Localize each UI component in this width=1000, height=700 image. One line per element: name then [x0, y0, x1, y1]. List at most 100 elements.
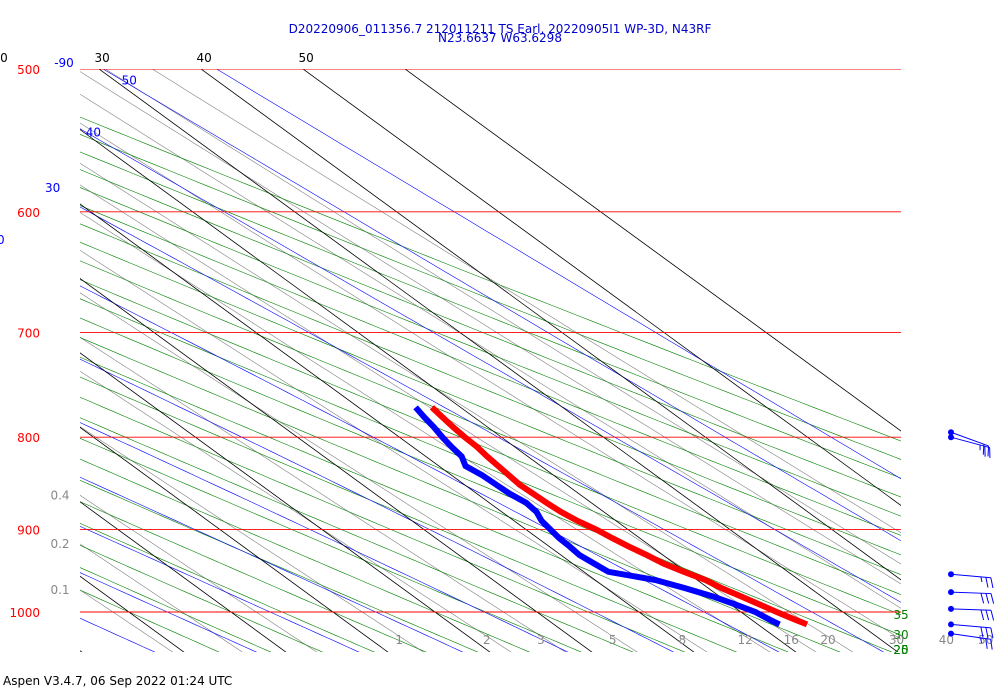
wet-bulb-label: -90: [54, 56, 74, 70]
wind-barb: [948, 429, 990, 457]
pressure-tick-label: 700: [17, 327, 40, 341]
moist-adiabat-line: [80, 525, 360, 652]
moist-adiabat-line: [80, 285, 780, 652]
wind-barbs: [948, 429, 995, 650]
dewpoint-profile: [413, 405, 781, 628]
mixing-ratio-label: 16: [784, 633, 799, 647]
isotherm-line: [80, 203, 695, 652]
chart-subtitle: N23.6637 W63.6298: [438, 31, 562, 45]
pressure-tick-label: 500: [17, 63, 40, 77]
mixing-ratio-label: 12: [738, 633, 753, 647]
theta-right-label: 30: [893, 628, 908, 642]
mixing-ratio-label: 20: [820, 633, 835, 647]
moist-adiabat-line: [80, 617, 156, 652]
chart-title: D20220906_011356.7 212011211 TS Earl, 20…: [289, 22, 712, 36]
mixing-ratio-line: [80, 249, 708, 652]
temperature-tick-label: 30: [94, 51, 109, 65]
theta-right-label: 20: [893, 643, 908, 657]
dry-adiabat-line: [80, 544, 324, 652]
mixing-ratio-line: [80, 212, 771, 652]
moist-adiabat-line: [80, 128, 901, 603]
mixing-ratio-line: [80, 292, 638, 652]
mixing-ratio-line: [80, 122, 901, 640]
mixing-ratio-line: [80, 543, 243, 652]
dry-adiabat-line: [80, 396, 686, 652]
mixing-ratio-left-label: 0.1: [50, 583, 69, 597]
mixing-ratio-line: [80, 494, 318, 652]
isotherm-line: [98, 69, 899, 652]
mixing-ratio-label: 5: [609, 633, 617, 647]
pressure-tick-label: 600: [17, 206, 40, 220]
dry-adiabat-line: [80, 501, 427, 652]
temperature-profile: [429, 405, 809, 628]
mixing-ratio-line: [80, 370, 512, 652]
moist-adiabat-line: [80, 476, 464, 652]
moist-adiabat-line: [102, 69, 901, 542]
dry-adiabat-line: [80, 376, 738, 652]
dry-adiabat-line: [80, 479, 479, 652]
mixing-ratio-line: [80, 93, 901, 609]
wind-barb: [948, 434, 991, 458]
wind-barb: [948, 630, 993, 650]
dry-adiabat-line: [80, 437, 582, 652]
isotherm-line: [80, 277, 593, 652]
dry-adiabat-line: [80, 337, 841, 652]
mixing-ratio-label: 2: [483, 633, 491, 647]
wet-bulb-label: 50: [122, 74, 137, 88]
axis-labels: 5006007008009001000-50-40-30-20-10010203…: [0, 51, 993, 657]
temperature-tick-label: 20: [0, 51, 8, 65]
temperature-tick-label: 40: [196, 51, 211, 65]
mixing-ratio-label: 3: [537, 633, 545, 647]
moist-adiabat-line: [80, 358, 675, 652]
dry-adiabat-line: [80, 523, 375, 652]
data-series: [413, 405, 809, 628]
dry-adiabat-line: [80, 417, 634, 652]
dry-adiabat-line: [80, 458, 531, 652]
mixing-ratio-line: [80, 71, 901, 585]
theta-right-label: 25: [893, 643, 908, 657]
mixing-ratio-line: [80, 184, 817, 652]
moist-adiabat-line: [80, 572, 257, 652]
mixing-ratio-line: [104, 69, 901, 565]
wind-barb: [948, 571, 994, 589]
temperature-tick-label: 50: [298, 51, 313, 65]
isotherm-line: [302, 69, 901, 506]
moist-adiabat-line: [80, 422, 569, 652]
pressure-tick-label: 1000: [9, 606, 40, 620]
mixing-ratio-line: [80, 336, 566, 652]
isotherm-line: [80, 352, 491, 652]
mixing-ratio-left-label: 0.4: [50, 489, 69, 503]
wind-barb: [948, 605, 995, 621]
moist-adiabat-line: [0, 37, 27, 687]
isotherm-line: [0, 0, 27, 687]
isotherm-line: [200, 69, 901, 581]
mixing-ratio-label: 30: [889, 633, 904, 647]
mixing-ratio-line: [151, 69, 901, 534]
wet-bulb-label: 40: [86, 126, 101, 140]
dry-adiabat-line: [80, 317, 893, 652]
pressure-tick-label: 800: [17, 431, 40, 445]
dry-adiabat-line: [80, 567, 272, 652]
mixing-ratio-label: 8: [679, 633, 687, 647]
mixing-ratio-line: [80, 426, 424, 652]
moist-adiabat-line: [216, 69, 901, 480]
mixing-ratio-label: 1: [395, 633, 403, 647]
isotherm-line: [404, 69, 901, 432]
mixing-ratio-left-label: 0.2: [50, 537, 69, 551]
isotherm-line: [80, 501, 287, 652]
wet-bulb-label: 30: [45, 181, 60, 195]
moist-adiabat-line: [80, 206, 885, 652]
dry-adiabat-line: [80, 589, 220, 652]
wet-bulb-label: 20: [0, 233, 5, 247]
